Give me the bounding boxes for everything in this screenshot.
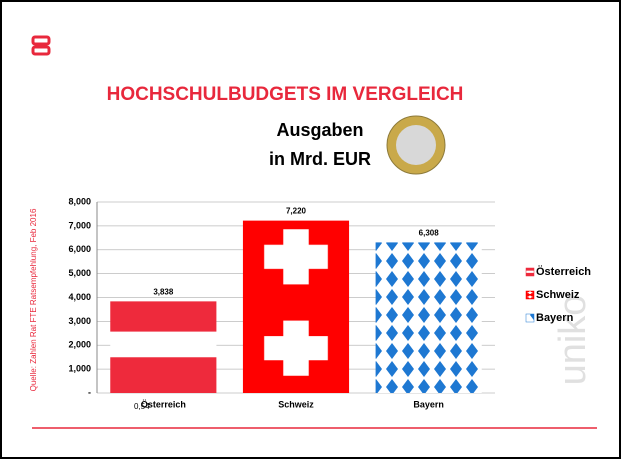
y-tick-label: 3,000 (68, 316, 91, 326)
logo-icon (31, 35, 51, 56)
source-note: Quelle: Zahlen Rat FTE Ratsempfehlung, F… (29, 208, 38, 391)
subtitle: in Mrd. EUR (269, 149, 371, 169)
coin (386, 115, 446, 175)
data-label: 7,220 (286, 207, 307, 216)
legend-label: Österreich (536, 265, 591, 278)
data-label: 3,838 (153, 287, 174, 296)
y-tick-label: 7,000 (68, 220, 91, 230)
y-tick-label: - (88, 387, 91, 397)
subtitle: Ausgaben (276, 120, 363, 140)
legend-swatch (525, 290, 535, 300)
legend-label: Schweiz (536, 289, 580, 301)
legend-label: Bayern (536, 312, 574, 324)
y-tick-label: 4,000 (68, 292, 91, 302)
bar (110, 301, 217, 393)
annotation: 0,54 (134, 402, 150, 411)
legend-swatch (525, 267, 535, 277)
y-tick-label: 1,000 (68, 364, 91, 374)
legend-swatch (525, 313, 535, 323)
y-tick-label: 8,000 (68, 196, 91, 206)
watermark-logo: uniko (552, 295, 594, 386)
x-tick-label: Schweiz (278, 399, 314, 409)
bar (375, 242, 482, 393)
y-tick-label: 2,000 (68, 340, 91, 350)
y-tick-label: 5,000 (68, 268, 91, 278)
y-tick-label: 6,000 (68, 244, 91, 254)
slide-title: HOCHSCHULBUDGETS IM VERGLEICH (107, 84, 464, 105)
x-tick-label: Bayern (413, 399, 444, 409)
bar (242, 220, 350, 393)
x-tick-label: Österreich (141, 399, 186, 409)
data-label: 6,308 (419, 229, 440, 238)
